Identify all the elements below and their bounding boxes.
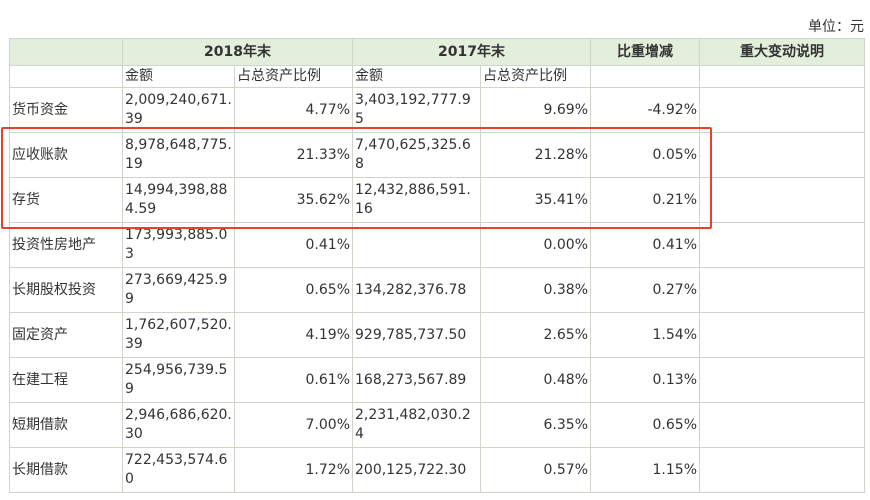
amount-2017-cell	[352, 222, 481, 268]
header-explanation: 重大变动说明	[699, 38, 865, 66]
change-cell: 0.27%	[590, 267, 700, 313]
ratio-2017-cell: 6.35%	[480, 402, 591, 448]
explanation-cell	[699, 267, 865, 313]
amount-2018-cell: 273,669,425.99	[122, 267, 235, 313]
amount-2018-cell: 2,946,686,620.30	[122, 402, 235, 448]
amount-2018-cell: 8,978,648,775.19	[122, 132, 235, 178]
explanation-cell	[699, 222, 865, 268]
explanation-cell	[699, 402, 865, 448]
table-row: 投资性房地产 173,993,885.03 0.41% 0.00% 0.41%	[9, 222, 865, 268]
table-row: 应收账款 8,978,648,775.19 21.33% 7,470,625,325.…	[9, 132, 865, 178]
ratio-2017-cell: 0.00%	[480, 222, 591, 268]
change-cell: 1.54%	[590, 312, 700, 358]
ratio-2018-cell: 0.65%	[234, 267, 353, 313]
subheader-ratio-2018: 占总资产比例	[234, 65, 353, 88]
explanation-cell	[699, 447, 865, 493]
explanation-cell	[699, 132, 865, 178]
row-name: 在建工程	[9, 357, 123, 403]
change-cell: 0.41%	[590, 222, 700, 268]
amount-2017-cell: 929,785,737.50	[352, 312, 481, 358]
ratio-2018-cell: 21.33%	[234, 132, 353, 178]
row-name: 固定资产	[9, 312, 123, 358]
table-row: 在建工程 254,956,739.59 0.61% 168,273,567.89 0.4…	[9, 357, 865, 403]
asset-table: 2018年末 2017年末 比重增减 重大变动说明 金额 占总资产比例 金额 占…	[9, 38, 865, 493]
change-cell: 0.13%	[590, 357, 700, 403]
table-row: 存货 14,994,398,884.59 35.62% 12,432,886,591.…	[9, 177, 865, 223]
ratio-2018-cell: 7.00%	[234, 402, 353, 448]
amount-2018-cell: 173,993,885.03	[122, 222, 235, 268]
ratio-2018-cell: 4.77%	[234, 87, 353, 133]
subheader-blank-change	[590, 65, 700, 88]
change-cell: 0.21%	[590, 177, 700, 223]
amount-2017-cell: 168,273,567.89	[352, 357, 481, 403]
row-name: 投资性房地产	[9, 222, 123, 268]
change-cell: 0.05%	[590, 132, 700, 178]
amount-2018-cell: 254,956,739.59	[122, 357, 235, 403]
explanation-cell	[699, 87, 865, 133]
amount-2017-cell: 200,125,722.30	[352, 447, 481, 493]
header-row: 2018年末 2017年末 比重增减 重大变动说明	[9, 38, 865, 66]
row-name: 长期借款	[9, 447, 123, 493]
subheader-blank-explanation	[699, 65, 865, 88]
amount-2018-cell: 2,009,240,671.39	[122, 87, 235, 133]
change-cell: 1.15%	[590, 447, 700, 493]
change-cell: -4.92%	[590, 87, 700, 133]
amount-2018-cell: 722,453,574.60	[122, 447, 235, 493]
header-blank	[9, 38, 123, 66]
amount-2017-cell: 7,470,625,325.68	[352, 132, 481, 178]
table-row: 固定资产 1,762,607,520.39 4.19% 929,785,737.50 2…	[9, 312, 865, 358]
subheader-ratio-2017: 占总资产比例	[480, 65, 591, 88]
amount-2018-cell: 14,994,398,884.59	[122, 177, 235, 223]
ratio-2017-cell: 9.69%	[480, 87, 591, 133]
ratio-2018-cell: 35.62%	[234, 177, 353, 223]
subheader-amount-2017: 金额	[352, 65, 481, 88]
row-name: 短期借款	[9, 402, 123, 448]
amount-2018-cell: 1,762,607,520.39	[122, 312, 235, 358]
ratio-2018-cell: 0.61%	[234, 357, 353, 403]
ratio-2018-cell: 0.41%	[234, 222, 353, 268]
subheader-amount-2018: 金额	[122, 65, 235, 88]
header-2017: 2017年末	[352, 38, 591, 66]
explanation-cell	[699, 312, 865, 358]
change-cell: 0.65%	[590, 402, 700, 448]
amount-2017-cell: 3,403,192,777.95	[352, 87, 481, 133]
unit-label: 单位：元	[808, 19, 864, 35]
ratio-2017-cell: 0.38%	[480, 267, 591, 313]
header-2018: 2018年末	[122, 38, 353, 66]
header-change: 比重增减	[590, 38, 700, 66]
subheader-blank	[9, 65, 123, 88]
ratio-2018-cell: 1.72%	[234, 447, 353, 493]
row-name: 应收账款	[9, 132, 123, 178]
table-row: 长期借款 722,453,574.60 1.72% 200,125,722.30 0.5…	[9, 447, 865, 493]
subheader-row: 金额 占总资产比例 金额 占总资产比例	[9, 65, 865, 88]
explanation-cell	[699, 177, 865, 223]
ratio-2017-cell: 0.48%	[480, 357, 591, 403]
table-row: 长期股权投资 273,669,425.99 0.65% 134,282,376.78 0…	[9, 267, 865, 313]
row-name: 货币资金	[9, 87, 123, 133]
ratio-2017-cell: 21.28%	[480, 132, 591, 178]
row-name: 存货	[9, 177, 123, 223]
ratio-2017-cell: 2.65%	[480, 312, 591, 358]
explanation-cell	[699, 357, 865, 403]
amount-2017-cell: 134,282,376.78	[352, 267, 481, 313]
ratio-2017-cell: 0.57%	[480, 447, 591, 493]
row-name: 长期股权投资	[9, 267, 123, 313]
table-row: 短期借款 2,946,686,620.30 7.00% 2,231,482,030.2…	[9, 402, 865, 448]
amount-2017-cell: 12,432,886,591.16	[352, 177, 481, 223]
amount-2017-cell: 2,231,482,030.24	[352, 402, 481, 448]
ratio-2018-cell: 4.19%	[234, 312, 353, 358]
table-row: 货币资金 2,009,240,671.39 4.77% 3,403,192,777.9…	[9, 87, 865, 133]
ratio-2017-cell: 35.41%	[480, 177, 591, 223]
